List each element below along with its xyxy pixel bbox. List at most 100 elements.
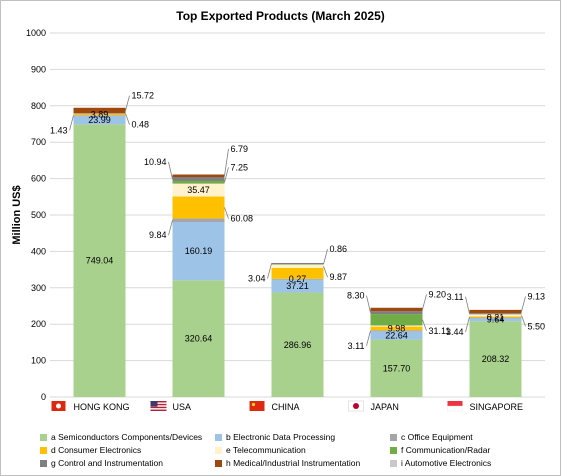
leader-line bbox=[224, 207, 229, 219]
data-label: 5.50 bbox=[528, 321, 546, 331]
hong-kong-flag-icon bbox=[51, 401, 66, 411]
bar-segment bbox=[172, 221, 225, 281]
bar-segment bbox=[73, 113, 126, 116]
leader-line bbox=[465, 316, 470, 333]
data-label: 31.11 bbox=[429, 326, 451, 336]
data-label: 157.70 bbox=[383, 363, 411, 373]
legend-item: i Automotive Electronics bbox=[390, 458, 491, 468]
data-label: 23.99 bbox=[88, 115, 111, 125]
y-axis-label: Million US$ bbox=[11, 185, 23, 244]
data-label: 160.19 bbox=[185, 246, 213, 256]
y-tick-label: 200 bbox=[31, 319, 46, 329]
y-tick-label: 100 bbox=[31, 356, 46, 366]
leader-line bbox=[366, 330, 371, 346]
data-label: 7.25 bbox=[231, 162, 249, 172]
leader-line bbox=[168, 161, 173, 180]
legend-item: a Semiconductors Components/Devices bbox=[40, 432, 202, 442]
leader-line bbox=[267, 263, 272, 279]
data-label: 9.13 bbox=[528, 292, 546, 302]
x-category-label: SINGAPORE bbox=[470, 402, 524, 412]
leader-line bbox=[125, 95, 130, 111]
bar-segment bbox=[469, 317, 522, 322]
data-label: 286.96 bbox=[284, 340, 312, 350]
bar-segment bbox=[172, 174, 225, 177]
data-label: 35.47 bbox=[187, 185, 210, 195]
legend-swatch bbox=[40, 433, 47, 441]
bar-segment bbox=[271, 264, 324, 265]
x-category-label: USA bbox=[173, 402, 192, 412]
leader-line bbox=[521, 296, 526, 312]
legend-swatch bbox=[390, 446, 397, 454]
data-label: 9.84 bbox=[149, 230, 167, 240]
data-label: 0.27 bbox=[289, 274, 307, 284]
legend-swatch bbox=[215, 433, 222, 441]
x-category-label: JAPAN bbox=[371, 402, 399, 412]
data-label: 9.20 bbox=[429, 289, 447, 299]
data-label: 0.21 bbox=[487, 313, 505, 323]
bar-segment bbox=[271, 267, 324, 279]
bar-segment bbox=[271, 264, 324, 268]
bar-segment bbox=[469, 309, 522, 314]
china-flag-icon bbox=[249, 401, 265, 411]
legend-item: d Consumer Electronics bbox=[40, 445, 141, 455]
data-label: 9.87 bbox=[330, 272, 348, 282]
legend-swatch bbox=[40, 459, 47, 467]
bar-segment bbox=[370, 331, 423, 340]
bar-segment bbox=[370, 311, 423, 315]
data-label: 10.94 bbox=[144, 157, 167, 167]
data-label: 60.08 bbox=[231, 213, 254, 223]
legend-swatch bbox=[215, 459, 222, 467]
y-tick-label: 900 bbox=[31, 64, 46, 74]
data-label: 3.44 bbox=[446, 327, 464, 337]
chart-title: Top Exported Products (March 2025) bbox=[176, 9, 385, 23]
data-label: 6.79 bbox=[231, 144, 249, 154]
bar-segment bbox=[73, 115, 126, 125]
legend-label: i Automotive Electronics bbox=[401, 458, 492, 468]
data-label: 37.21 bbox=[286, 281, 309, 291]
leader-line bbox=[465, 296, 470, 314]
data-label: 9.98 bbox=[388, 323, 406, 333]
bar-segment bbox=[172, 176, 225, 181]
legend-label: b Electronic Data Processing bbox=[226, 432, 336, 442]
leader-line bbox=[422, 319, 427, 331]
leader-line bbox=[125, 113, 130, 125]
bar-segment bbox=[271, 292, 324, 397]
y-tick-label: 400 bbox=[31, 246, 46, 256]
bar-segment bbox=[370, 325, 423, 327]
data-label: 0.48 bbox=[132, 120, 150, 130]
bar-segment bbox=[469, 316, 522, 318]
bar-segment bbox=[469, 314, 522, 317]
leader-line bbox=[168, 220, 173, 236]
bar-segment bbox=[271, 279, 324, 293]
y-tick-label: 800 bbox=[31, 101, 46, 111]
data-label: 3.11 bbox=[447, 292, 464, 302]
usa-flag-icon bbox=[150, 401, 167, 411]
legend-label: f Communication/Radar bbox=[401, 445, 491, 455]
bar-segment bbox=[469, 317, 522, 319]
leader-line bbox=[224, 167, 229, 183]
bar-segment bbox=[73, 107, 126, 114]
bar-segment bbox=[271, 278, 324, 280]
legend-swatch bbox=[390, 433, 397, 441]
legend-label: g Control and Instrumentation bbox=[51, 458, 163, 468]
legend-label: c Office Equipment bbox=[401, 432, 473, 442]
legend-swatch bbox=[390, 459, 397, 467]
y-tick-label: 700 bbox=[31, 137, 46, 147]
bar-segment bbox=[370, 339, 423, 397]
y-tick-label: 600 bbox=[31, 174, 46, 184]
legend-label: a Semiconductors Components/Devices bbox=[51, 432, 203, 442]
y-tick-label: 500 bbox=[31, 210, 46, 220]
leader-line bbox=[366, 295, 371, 313]
bar-segment bbox=[172, 280, 225, 397]
data-label: 8.30 bbox=[347, 291, 365, 301]
data-label: 3.89 bbox=[91, 109, 109, 119]
bar-segment bbox=[370, 330, 423, 332]
bar-segment bbox=[172, 180, 225, 184]
data-label: 3.04 bbox=[248, 274, 266, 284]
y-tick-label: 300 bbox=[31, 283, 46, 293]
bar-segment bbox=[370, 314, 423, 326]
japan-flag-icon bbox=[348, 400, 364, 412]
leader-line bbox=[422, 294, 427, 310]
legend-label: d Consumer Electronics bbox=[51, 445, 142, 455]
bar-segment bbox=[370, 326, 423, 331]
